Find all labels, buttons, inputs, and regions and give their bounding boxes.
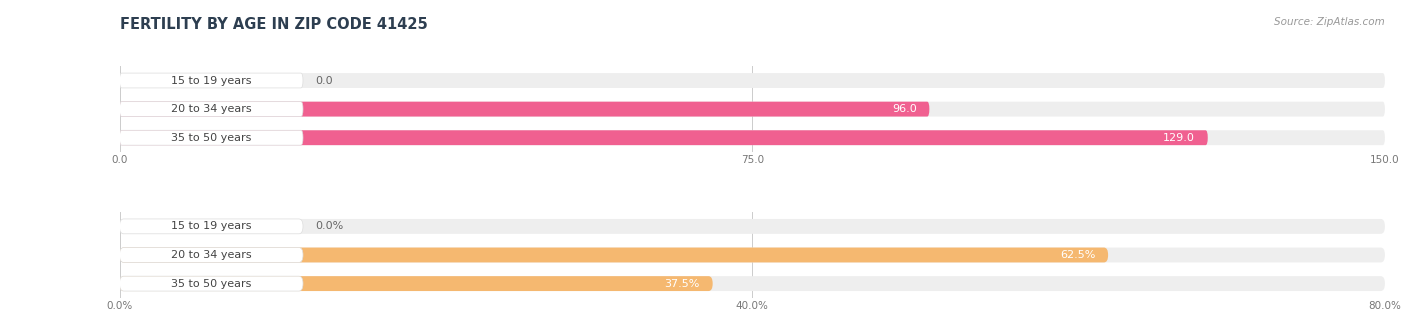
Text: FERTILITY BY AGE IN ZIP CODE 41425: FERTILITY BY AGE IN ZIP CODE 41425 <box>120 17 427 31</box>
FancyBboxPatch shape <box>120 102 1385 117</box>
Text: 129.0: 129.0 <box>1163 133 1195 143</box>
Text: 20 to 34 years: 20 to 34 years <box>172 250 252 260</box>
Text: Source: ZipAtlas.com: Source: ZipAtlas.com <box>1274 17 1385 26</box>
FancyBboxPatch shape <box>120 248 304 262</box>
FancyBboxPatch shape <box>120 102 304 117</box>
Text: 15 to 19 years: 15 to 19 years <box>172 75 252 85</box>
Text: 0.0%: 0.0% <box>316 221 344 231</box>
FancyBboxPatch shape <box>120 73 1385 88</box>
FancyBboxPatch shape <box>120 219 1385 234</box>
FancyBboxPatch shape <box>120 102 929 117</box>
Text: 0.0: 0.0 <box>316 75 333 85</box>
FancyBboxPatch shape <box>120 130 1385 145</box>
FancyBboxPatch shape <box>120 276 713 291</box>
FancyBboxPatch shape <box>120 248 1108 262</box>
FancyBboxPatch shape <box>120 130 304 145</box>
FancyBboxPatch shape <box>120 276 304 291</box>
Text: 37.5%: 37.5% <box>665 279 700 289</box>
Text: 20 to 34 years: 20 to 34 years <box>172 104 252 114</box>
FancyBboxPatch shape <box>120 73 304 88</box>
FancyBboxPatch shape <box>120 219 304 234</box>
Text: 35 to 50 years: 35 to 50 years <box>172 279 252 289</box>
Text: 62.5%: 62.5% <box>1060 250 1095 260</box>
FancyBboxPatch shape <box>120 248 1385 262</box>
Text: 96.0: 96.0 <box>891 104 917 114</box>
Text: 15 to 19 years: 15 to 19 years <box>172 221 252 231</box>
FancyBboxPatch shape <box>120 130 1208 145</box>
FancyBboxPatch shape <box>120 276 1385 291</box>
Text: 35 to 50 years: 35 to 50 years <box>172 133 252 143</box>
